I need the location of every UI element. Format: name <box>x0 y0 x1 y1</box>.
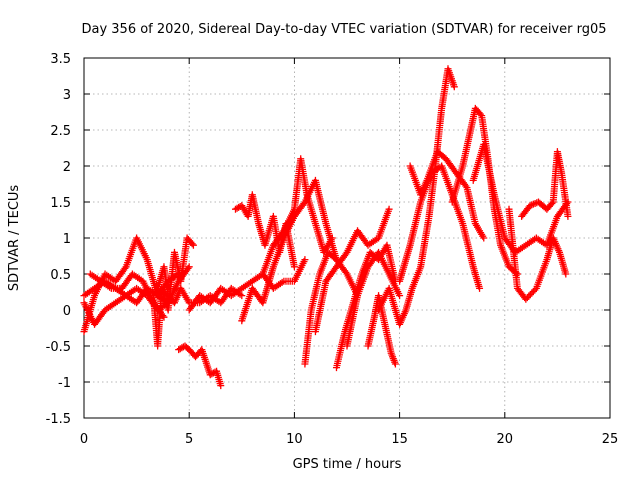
y-tick-label: 1.5 <box>50 196 71 211</box>
x-tick-label: 15 <box>391 432 408 447</box>
data-point <box>342 268 350 276</box>
plot-frame <box>83 57 611 419</box>
series-track-05 <box>149 234 197 350</box>
series-track-18 <box>396 162 484 292</box>
x-tick-label: 25 <box>602 432 619 447</box>
chart-title: Day 356 of 2020, Sidereal Day-to-day VTE… <box>81 22 606 37</box>
y-tick-label: 2 <box>63 160 71 175</box>
data-point <box>562 270 570 278</box>
y-tick-label: -0.5 <box>46 340 71 355</box>
y-tick-label: 1 <box>63 232 71 247</box>
y-tick-label: 0 <box>63 304 71 319</box>
y-tick-label: -1.5 <box>46 412 71 427</box>
data-point <box>476 110 484 118</box>
data-point <box>188 240 196 248</box>
data-point <box>121 264 129 272</box>
data-point <box>342 250 350 258</box>
data-point <box>526 291 534 299</box>
x-tick-label: 10 <box>286 432 303 447</box>
data-point <box>391 360 399 368</box>
data-point <box>290 263 298 271</box>
y-tick-label: 2.5 <box>50 124 71 139</box>
data-point <box>525 292 533 300</box>
x-tick-label: 0 <box>80 432 88 447</box>
data-point <box>564 212 572 220</box>
axis-ticks: 0 5 10 15 20 25 -1.5 -1 -0.5 0 0.5 1 1.5 2 2.5 3 3.5 <box>46 52 619 447</box>
data-point <box>185 263 193 271</box>
series-track-23 <box>518 148 572 220</box>
data-point <box>480 234 488 242</box>
y-tick-label: 3.5 <box>50 52 71 67</box>
data-point <box>528 289 536 297</box>
data-point <box>189 241 197 249</box>
x-tick-label: 5 <box>185 432 193 447</box>
series-track-08 <box>185 256 309 314</box>
data-point <box>526 202 534 210</box>
data-point <box>279 228 287 236</box>
data-point <box>531 286 539 294</box>
series-track-13 <box>311 205 393 336</box>
data-point <box>529 287 537 295</box>
x-tick-label: 20 <box>497 432 514 447</box>
grid-lines <box>84 58 610 418</box>
data-point <box>548 199 556 207</box>
data-point <box>522 295 530 303</box>
data-point <box>462 182 470 190</box>
data-point <box>160 313 168 321</box>
series-track-22 <box>505 205 570 303</box>
y-tick-label: 0.5 <box>50 268 71 283</box>
data-point <box>396 292 404 300</box>
data-marks <box>80 65 572 390</box>
y-tick-label: -1 <box>58 376 71 391</box>
data-point <box>385 205 393 213</box>
data-point <box>328 234 336 242</box>
data-point <box>476 284 484 292</box>
series-track-11 <box>259 155 336 278</box>
data-point <box>450 83 458 91</box>
data-point <box>523 294 531 302</box>
series-track-19 <box>406 148 488 242</box>
series-track-15 <box>343 248 404 350</box>
y-axis-label: SDTVAR / TECUs <box>7 185 22 292</box>
series-track-17 <box>375 65 458 328</box>
y-tick-label: 3 <box>63 88 71 103</box>
series-track-07 <box>175 342 225 390</box>
data-point <box>301 256 309 264</box>
data-point <box>217 382 225 390</box>
x-axis-label: GPS time / hours <box>293 457 402 472</box>
data-point <box>238 292 246 300</box>
